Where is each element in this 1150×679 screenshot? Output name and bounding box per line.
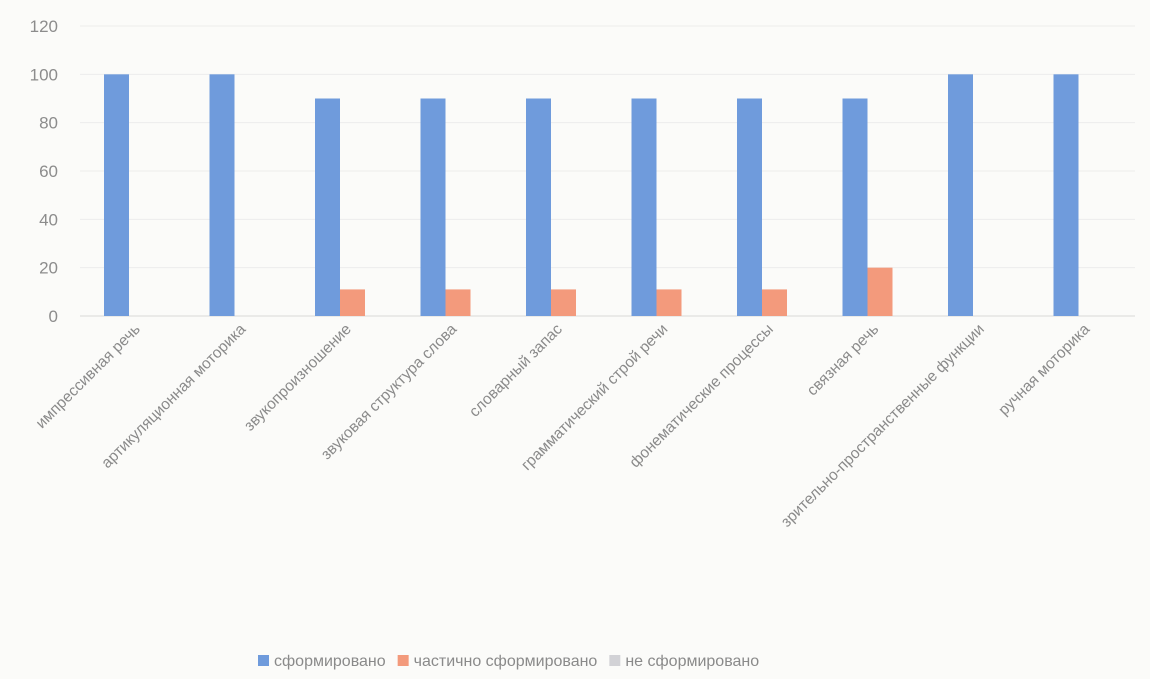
y-tick-label: 40 — [39, 210, 58, 229]
legend-label: частично сформировано — [414, 653, 598, 670]
y-tick-label: 100 — [30, 65, 58, 84]
bar-partial — [551, 289, 576, 316]
x-category-label: словарный запас — [466, 321, 566, 421]
bar-formed — [948, 74, 973, 316]
y-tick-label: 60 — [39, 162, 58, 181]
bar-formed — [209, 74, 235, 316]
legend-label: не сформировано — [625, 653, 759, 670]
bar-partial — [762, 289, 787, 316]
x-category-label: импрессивная речь — [33, 321, 144, 432]
bar-formed — [631, 98, 657, 316]
bar-partial — [445, 289, 471, 316]
legend: сформировано частично сформировано не сфор… — [258, 653, 759, 670]
x-category-label: зрительно-пространственные функции — [778, 321, 988, 531]
x-category-label: связная речь — [804, 321, 883, 400]
y-tick-label: 0 — [49, 307, 58, 326]
bar-formed — [420, 98, 446, 316]
x-category-label: ручная моторика — [995, 321, 1093, 419]
bar-formed — [526, 98, 551, 316]
bars — [104, 74, 1079, 316]
bar-partial — [867, 267, 893, 316]
bar-formed — [1053, 74, 1079, 316]
bar-formed — [104, 74, 129, 316]
legend-label: сформировано — [274, 653, 386, 670]
gridlines — [80, 25, 1135, 317]
y-tick-label: 20 — [39, 259, 58, 278]
bar-formed — [315, 98, 340, 316]
bar-formed — [737, 98, 762, 316]
y-axis: 0 20 40 60 80 100 120 — [30, 17, 58, 326]
x-category-label: звукопроизношение — [241, 321, 355, 435]
legend-swatch — [609, 655, 621, 666]
bar-formed — [842, 98, 868, 316]
bar-partial — [656, 289, 682, 316]
y-tick-label: 120 — [30, 17, 58, 36]
bar-partial — [340, 289, 365, 316]
legend-swatch — [397, 655, 409, 666]
legend-swatch — [258, 655, 269, 666]
y-tick-label: 80 — [39, 114, 58, 133]
